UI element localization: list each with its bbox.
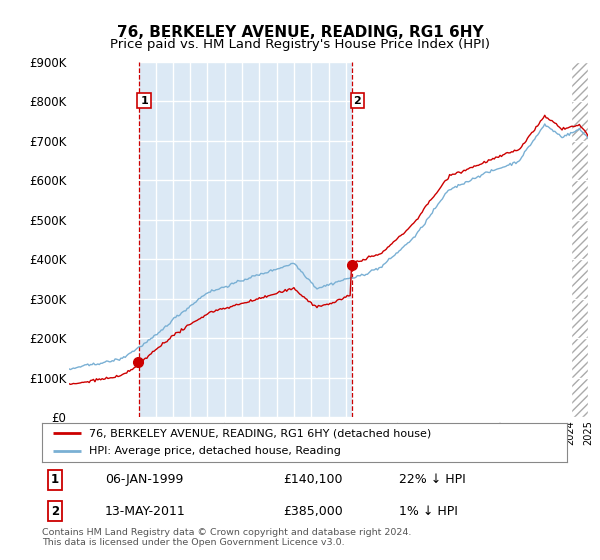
Text: 13-MAY-2011: 13-MAY-2011 — [105, 505, 186, 518]
Text: Contains HM Land Registry data © Crown copyright and database right 2024.
This d: Contains HM Land Registry data © Crown c… — [42, 528, 412, 547]
Text: 22% ↓ HPI: 22% ↓ HPI — [399, 473, 466, 487]
Bar — [139, 62, 352, 417]
Text: HPI: Average price, detached house, Reading: HPI: Average price, detached house, Read… — [89, 446, 341, 456]
Text: 1% ↓ HPI: 1% ↓ HPI — [399, 505, 458, 518]
Text: 2: 2 — [51, 505, 59, 518]
Text: 06-JAN-1999: 06-JAN-1999 — [105, 473, 184, 487]
Bar — [571, 62, 588, 417]
Text: 1: 1 — [140, 96, 148, 106]
Text: £385,000: £385,000 — [284, 505, 343, 518]
Text: 76, BERKELEY AVENUE, READING, RG1 6HY: 76, BERKELEY AVENUE, READING, RG1 6HY — [116, 25, 484, 40]
Text: £140,100: £140,100 — [284, 473, 343, 487]
Bar — [571, 62, 588, 417]
Text: Price paid vs. HM Land Registry's House Price Index (HPI): Price paid vs. HM Land Registry's House … — [110, 38, 490, 51]
Text: 1: 1 — [51, 473, 59, 487]
Text: 2: 2 — [353, 96, 361, 106]
Text: 76, BERKELEY AVENUE, READING, RG1 6HY (detached house): 76, BERKELEY AVENUE, READING, RG1 6HY (d… — [89, 428, 431, 438]
